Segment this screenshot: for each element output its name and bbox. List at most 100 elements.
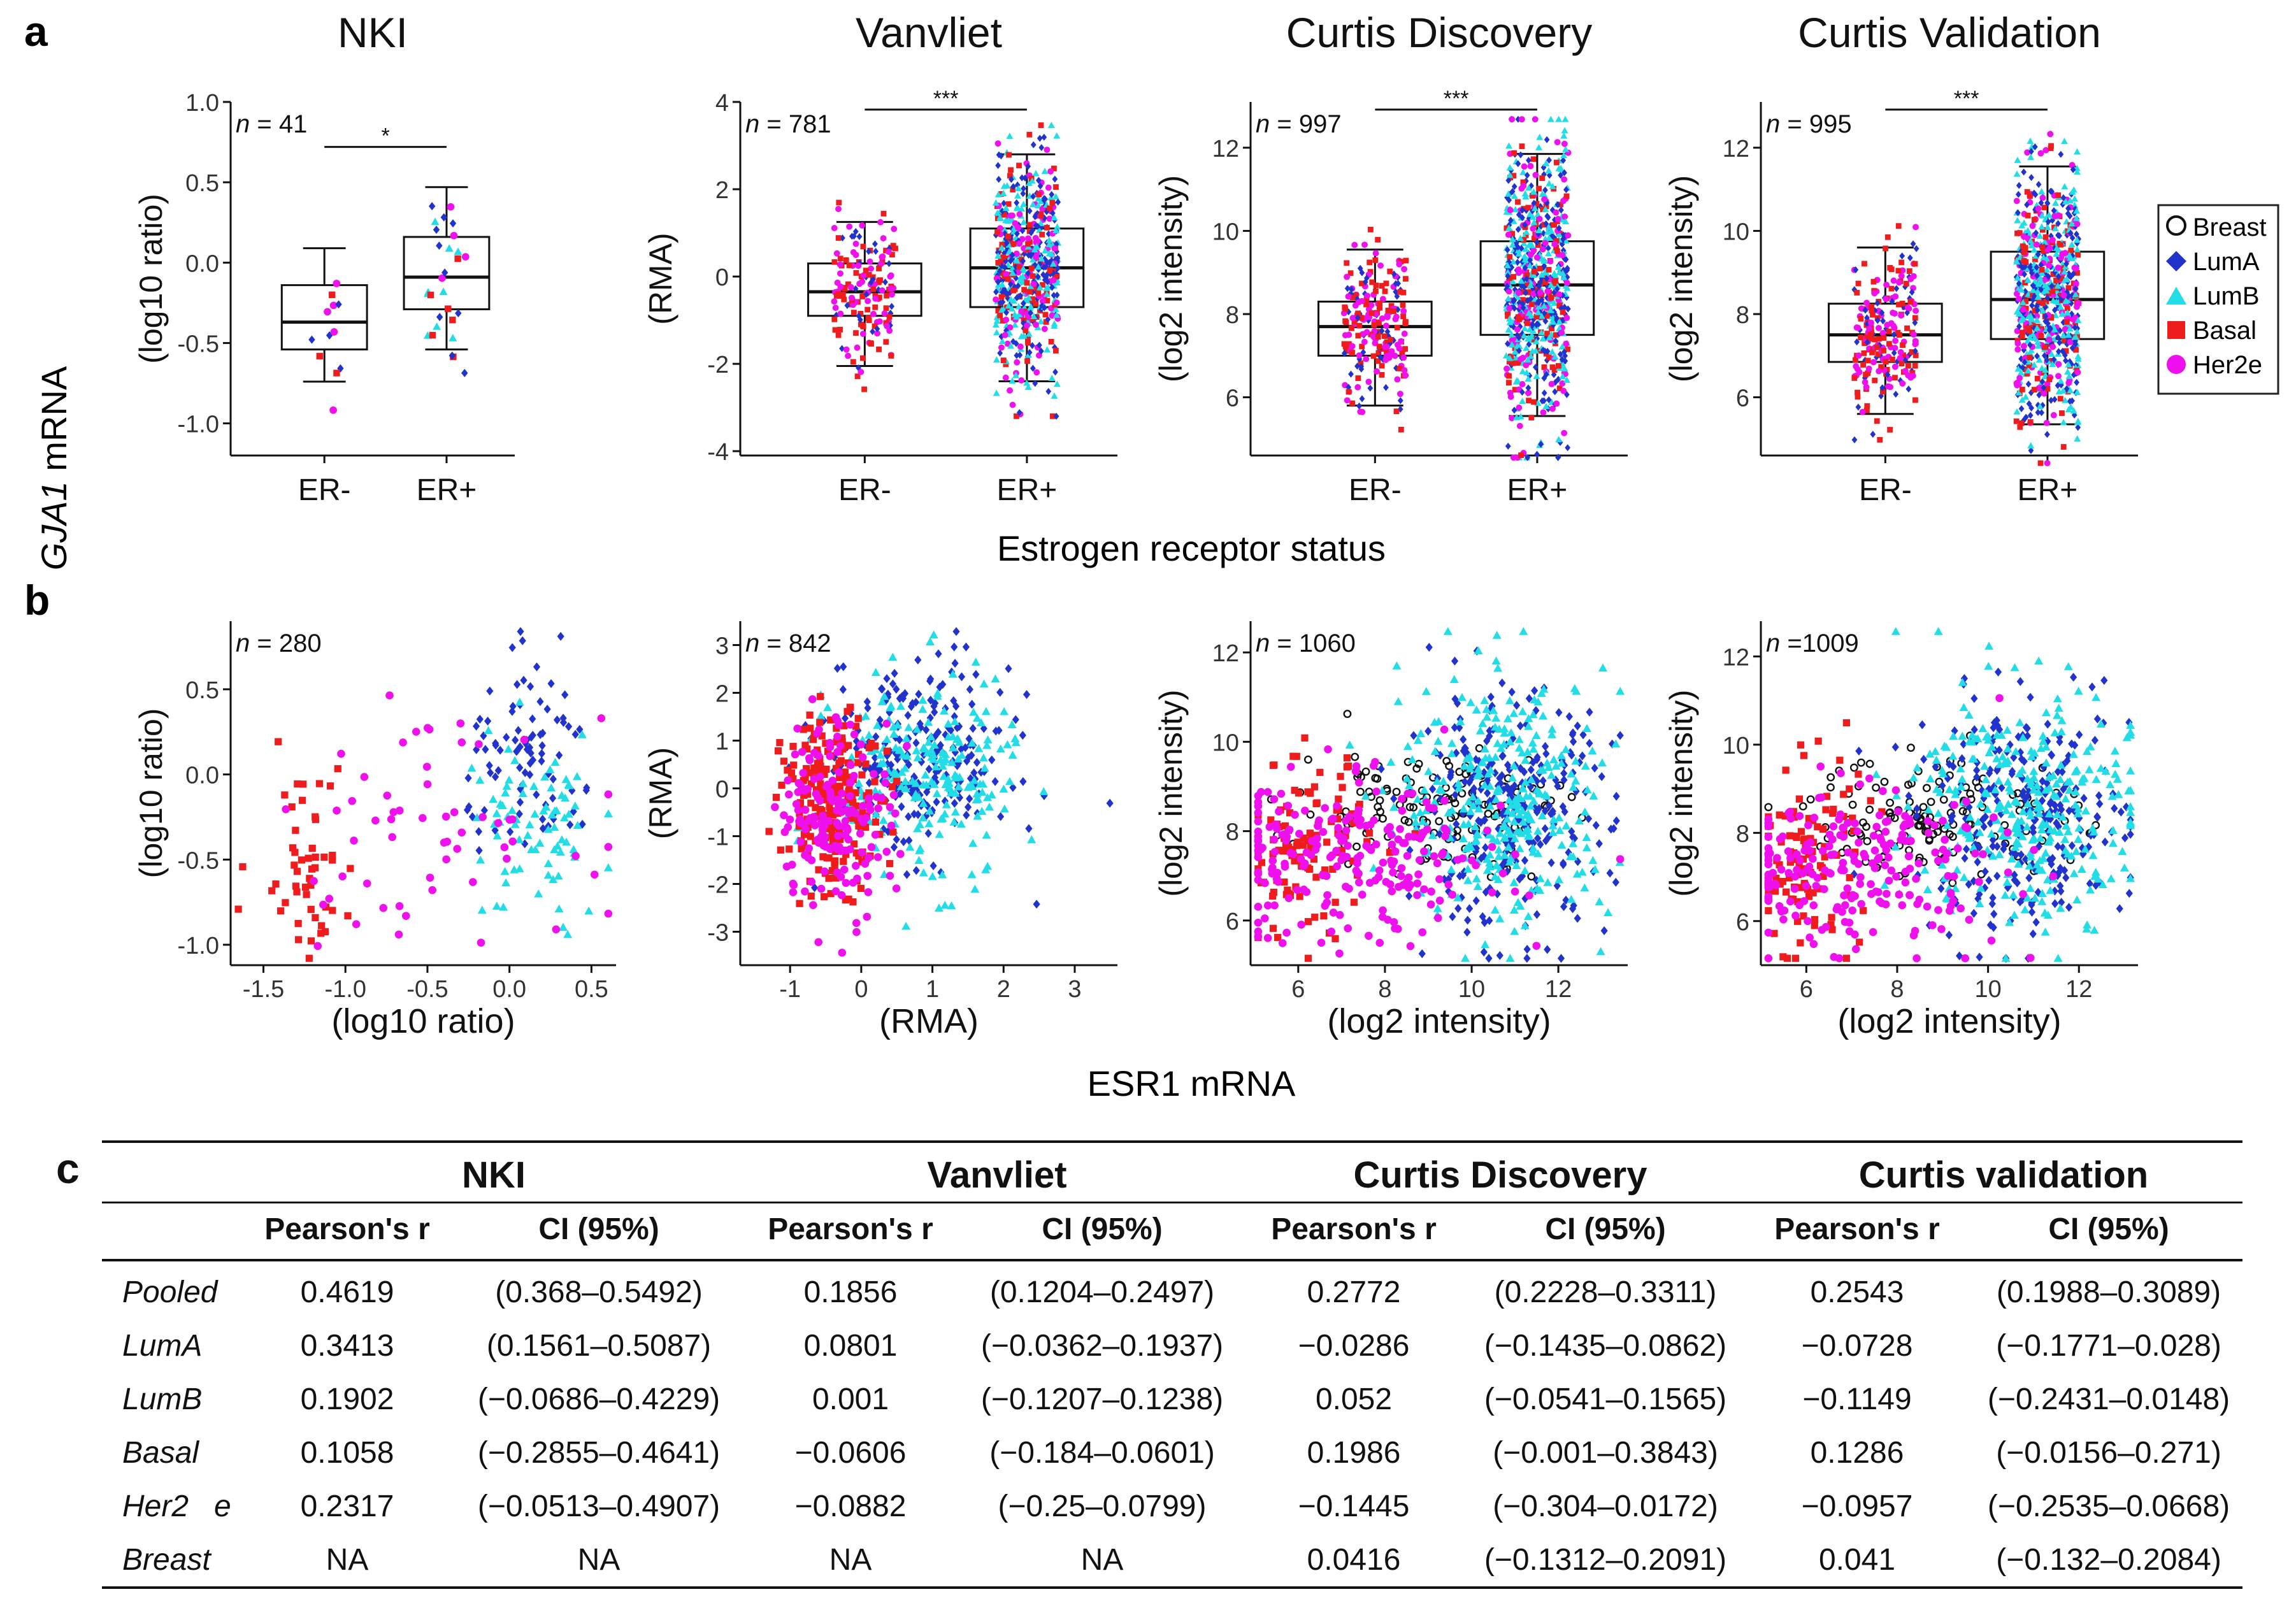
- data-point-her2e: [1033, 369, 1040, 376]
- data-point-basal: [876, 278, 882, 284]
- data-point-lumb: [515, 864, 524, 873]
- data-point-luma: [1463, 928, 1471, 937]
- data-point-basal: [2025, 325, 2031, 331]
- data-point-luma: [996, 687, 1004, 697]
- data-point-luma: [1038, 347, 1044, 355]
- data-point-her2e: [1912, 307, 1919, 314]
- data-point-lumb: [2038, 212, 2046, 219]
- data-point-lumb: [1020, 219, 1028, 226]
- data-point-her2e: [2062, 326, 2069, 333]
- data-point-luma: [1595, 839, 1603, 849]
- data-point-lumb: [1472, 874, 1481, 882]
- data-point-her2e: [1382, 343, 1389, 350]
- data-point-her2e: [1361, 338, 1368, 345]
- data-point-basal: [329, 907, 336, 914]
- data-point-basal: [2065, 285, 2072, 291]
- data-point-lumb: [2018, 315, 2026, 322]
- data-point-luma: [1356, 402, 1362, 410]
- data-point-luma: [1014, 230, 1020, 238]
- data-point-luma: [503, 733, 510, 742]
- data-point-her2e: [866, 806, 875, 814]
- data-point-lumb: [510, 865, 519, 873]
- data-point-lumb: [515, 698, 524, 706]
- data-point-basal: [1350, 898, 1358, 906]
- data-point-basal: [812, 804, 819, 812]
- data-point-luma: [963, 810, 970, 820]
- data-point-luma: [335, 300, 342, 309]
- data-point-basal: [1024, 280, 1030, 286]
- data-point-her2e: [865, 298, 872, 305]
- data-point-basal: [1530, 192, 1535, 199]
- data-point-basal: [1335, 795, 1342, 803]
- data-point-luma: [2072, 205, 2078, 213]
- data-point-luma: [1008, 176, 1014, 183]
- data-point-lumb: [1595, 897, 1604, 906]
- data-point-luma: [539, 824, 547, 833]
- data-point-lumb: [1560, 152, 1568, 159]
- data-point-basal: [1337, 773, 1344, 780]
- data-point-luma: [1511, 305, 1518, 312]
- data-point-her2e: [1532, 171, 1539, 178]
- data-point-lumb: [992, 321, 1000, 328]
- data-point-luma: [1543, 371, 1549, 378]
- data-point-her2e: [1556, 291, 1563, 298]
- data-point-basal: [293, 868, 301, 875]
- data-point-luma: [951, 642, 958, 652]
- data-point-luma: [1498, 678, 1506, 688]
- data-point-her2e: [282, 805, 290, 814]
- data-point-her2e: [1542, 240, 1549, 247]
- data-point-basal: [1532, 235, 1537, 241]
- data-point-luma: [1038, 144, 1045, 152]
- data-point-luma: [1035, 273, 1041, 280]
- data-point-luma: [2034, 272, 2040, 280]
- data-point-lumb: [2024, 367, 2032, 374]
- data-point-luma: [891, 668, 898, 678]
- data-point-her2e: [1015, 269, 1022, 276]
- data-point-lumb: [994, 190, 1002, 197]
- data-point-basal: [862, 760, 870, 768]
- data-point-her2e: [2072, 265, 2079, 271]
- scatter-vanvliet-x-tick-label: 3: [1068, 976, 1081, 1003]
- data-point-lumb: [467, 763, 477, 772]
- data-point-lumb: [1505, 190, 1512, 197]
- data-point-basal: [861, 386, 868, 392]
- data-point-basal: [1356, 322, 1363, 329]
- data-point-basal: [1895, 223, 1902, 229]
- data-point-luma: [2026, 400, 2032, 408]
- data-point-her2e: [1527, 162, 1534, 169]
- data-point-luma: [1516, 211, 1522, 219]
- data-point-lumb: [558, 922, 568, 931]
- data-point-luma: [1561, 169, 1567, 176]
- data-point-luma: [1524, 171, 1530, 179]
- data-point-basal: [1867, 335, 1873, 341]
- data-point-lumb: [996, 744, 1005, 753]
- data-point-luma: [1451, 656, 1459, 666]
- data-point-her2e: [847, 779, 855, 787]
- data-point-her2e: [394, 930, 403, 939]
- data-point-lumb: [562, 837, 571, 846]
- data-point-basal: [1331, 935, 1339, 942]
- data-point-basal: [1310, 783, 1319, 791]
- data-point-luma: [1030, 141, 1037, 148]
- data-point-basal: [854, 373, 861, 380]
- data-point-her2e: [360, 773, 369, 781]
- data-point-her2e: [1392, 315, 1399, 322]
- data-point-luma: [1020, 190, 1026, 197]
- data-point-her2e: [385, 691, 394, 700]
- data-point-basal: [998, 294, 1005, 300]
- box-vanvliet-n-label: n = 781: [745, 110, 831, 138]
- data-point-basal: [995, 308, 1001, 314]
- data-point-luma: [1360, 348, 1367, 356]
- data-point-luma: [926, 676, 934, 686]
- data-point-luma: [2044, 294, 2051, 302]
- data-point-luma: [1030, 192, 1037, 200]
- data-point-lumb: [1027, 283, 1035, 290]
- data-point-her2e: [785, 790, 793, 799]
- data-point-lumb: [1052, 193, 1059, 200]
- data-point-luma: [1026, 207, 1033, 215]
- data-point-basal: [2032, 308, 2038, 314]
- data-point-her2e: [1014, 359, 1021, 366]
- data-point-lumb: [501, 878, 511, 887]
- data-point-basal: [853, 270, 859, 276]
- data-point-her2e: [1551, 241, 1558, 248]
